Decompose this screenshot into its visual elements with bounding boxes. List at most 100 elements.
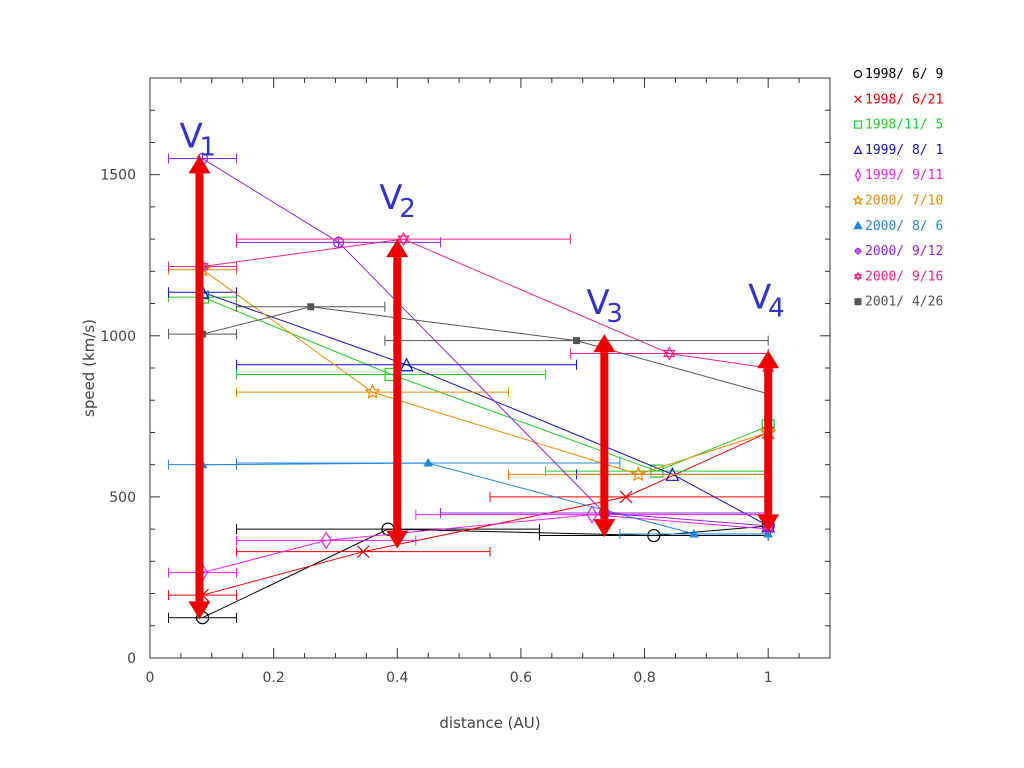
velocity-label: V bbox=[379, 178, 402, 218]
legend-item: 2000/ 8/ 6 bbox=[853, 219, 943, 234]
velocity-label-subscript: 4 bbox=[768, 293, 785, 323]
velocity-arrow-4: V4 bbox=[748, 277, 785, 533]
x-tick-label: 0.8 bbox=[633, 670, 655, 686]
x-tick-label: 1 bbox=[764, 670, 773, 686]
marker-diamond-open bbox=[586, 505, 598, 524]
y-tick-label: 1000 bbox=[100, 329, 136, 345]
legend-item: 2000/ 9/16 bbox=[853, 269, 943, 284]
series-line bbox=[202, 269, 769, 475]
legend-label: 1999/ 8/ 1 bbox=[865, 143, 943, 158]
legend-label: 1998/ 6/ 9 bbox=[865, 67, 943, 82]
marker-diamond-open bbox=[854, 168, 862, 183]
legend-label: 2000/ 7/10 bbox=[865, 194, 943, 209]
error-bar bbox=[168, 612, 238, 623]
marker-star-of-david-up bbox=[853, 271, 863, 279]
legend-label: 1999/ 9/11 bbox=[865, 168, 943, 183]
series-2 bbox=[168, 426, 775, 602]
error-bar bbox=[538, 530, 769, 541]
series-10 bbox=[168, 301, 772, 398]
marker-circle-open bbox=[647, 528, 661, 543]
marker-star-of-david bbox=[397, 231, 410, 247]
y-tick-label: 0 bbox=[127, 651, 136, 667]
legend-item: 2000/ 9/12 bbox=[854, 244, 943, 259]
error-bar bbox=[236, 359, 578, 370]
series-6 bbox=[168, 261, 777, 482]
marker-circle-plus bbox=[332, 236, 345, 249]
marker-cross bbox=[854, 95, 862, 104]
series-line bbox=[202, 158, 769, 527]
velocity-label-subscript: 3 bbox=[606, 299, 623, 329]
velocity-label: V bbox=[586, 283, 609, 323]
velocity-label: V bbox=[179, 116, 202, 156]
marker-star-of-david-up bbox=[397, 231, 410, 243]
velocity-arrow-3: V3 bbox=[586, 283, 623, 538]
arrow-head-up bbox=[593, 334, 616, 353]
marker-triangle-filled bbox=[689, 528, 699, 538]
legend-label: 1998/11/ 5 bbox=[865, 118, 943, 133]
legend-label: 2001/ 4/26 bbox=[865, 295, 943, 310]
series-3 bbox=[168, 290, 775, 478]
series-line bbox=[202, 238, 769, 369]
legend-label: 1998/ 6/21 bbox=[865, 92, 943, 107]
marker-star-of-david-down bbox=[853, 274, 863, 282]
y-axis-label: speed (km/s) bbox=[80, 319, 98, 417]
series-line bbox=[202, 306, 769, 395]
marker-triangle-open bbox=[853, 145, 863, 154]
velocity-arrow-2: V2 bbox=[379, 178, 416, 549]
marker-star-of-david bbox=[663, 346, 676, 361]
marker-star-open bbox=[364, 383, 381, 400]
arrow-head-up bbox=[188, 155, 211, 174]
legend-item: 1998/ 6/21 bbox=[854, 92, 943, 107]
arrow-head-down bbox=[188, 601, 211, 620]
legend-item: 2000/ 7/10 bbox=[852, 194, 943, 209]
error-bar bbox=[236, 234, 571, 245]
arrow-head-up bbox=[386, 239, 409, 258]
arrow-head-down bbox=[757, 514, 780, 533]
marker-star-of-david bbox=[853, 271, 863, 282]
arrow-head-down bbox=[593, 519, 616, 538]
axis-ticks: 0 0.2 0.4 0.6 0.8 1 0 500 1000 1500 bbox=[100, 78, 830, 686]
marker-cross bbox=[356, 545, 370, 559]
marker-star-of-david-down bbox=[663, 349, 676, 361]
x-tick-label: 0.4 bbox=[386, 670, 408, 686]
velocity-arrow-1: V1 bbox=[179, 116, 216, 620]
error-bar bbox=[415, 509, 769, 520]
error-bar bbox=[236, 387, 510, 398]
plot-frame bbox=[149, 77, 831, 659]
legend: 1998/ 6/ 9 1998/ 6/21 1998/11/ 5 1999/ 8/ 1… bbox=[852, 67, 943, 310]
arrow-head-down bbox=[386, 530, 409, 549]
x-tick-label: 0.2 bbox=[263, 670, 285, 686]
marker-square-open bbox=[650, 464, 664, 478]
y-tick-label: 1500 bbox=[100, 168, 136, 184]
series-line bbox=[202, 291, 769, 527]
series-line bbox=[202, 296, 769, 472]
series-5 bbox=[168, 505, 774, 582]
x-tick-label: 0 bbox=[146, 670, 155, 686]
error-bar bbox=[236, 535, 417, 546]
series-line bbox=[202, 431, 769, 596]
error-bar bbox=[236, 369, 547, 380]
legend-item: 2001/ 4/26 bbox=[854, 295, 943, 310]
x-tick-label: 0.6 bbox=[510, 670, 532, 686]
legend-item: 1999/ 9/11 bbox=[854, 168, 943, 183]
y-tick-label: 500 bbox=[109, 490, 136, 506]
legend-label: 2000/ 8/ 6 bbox=[865, 219, 943, 234]
series-line bbox=[202, 525, 769, 619]
series-line bbox=[202, 462, 769, 535]
marker-circle-plus bbox=[854, 247, 862, 255]
legend-item: 1998/ 6/ 9 bbox=[853, 67, 943, 82]
marker-cross bbox=[619, 490, 633, 504]
marker-square-filled bbox=[854, 298, 862, 306]
marker-star-open bbox=[630, 465, 647, 482]
legend-item: 1998/11/ 5 bbox=[853, 118, 943, 133]
marker-star-of-david-down bbox=[397, 235, 410, 247]
marker-square-open bbox=[853, 120, 863, 129]
marker-square-filled bbox=[573, 337, 581, 345]
marker-triangle-filled bbox=[853, 220, 863, 230]
arrow-head-up bbox=[757, 350, 780, 369]
marker-circle-plus-cross bbox=[854, 247, 862, 255]
legend-label: 2000/ 9/12 bbox=[865, 244, 943, 259]
marker-diamond-open bbox=[320, 531, 332, 550]
